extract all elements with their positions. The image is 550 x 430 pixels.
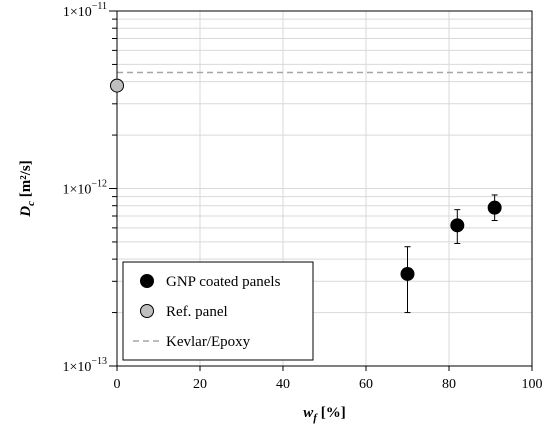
x-tick-label: 100 [522, 377, 543, 392]
y-tick-mantissa: 1×10 [62, 360, 91, 375]
legend-swatch-gnp-coated-panels [140, 274, 154, 288]
y-tick-exponent: −11 [92, 1, 107, 12]
x-axis-title-subscript: f [313, 412, 318, 424]
legend-swatch-ref-panel [140, 304, 154, 318]
ref-panel-point [110, 78, 124, 93]
x-tick-label: 40 [276, 377, 290, 392]
legend-label-gnp-coated-panels: GNP coated panels [166, 274, 281, 290]
y-tick-label: 1×10−11 [63, 1, 107, 20]
legend-label-ref-panel: Ref. panel [166, 304, 228, 320]
y-tick-exponent: −12 [91, 179, 107, 190]
data-points [110, 78, 502, 281]
y-tick-mantissa: 1×10 [62, 183, 91, 198]
x-tick-label: 20 [193, 377, 207, 392]
x-axis-title-variable: w [303, 405, 314, 421]
y-tick-mantissa: 1×10 [63, 5, 92, 20]
x-tick-label: 80 [442, 377, 456, 392]
y-tick-label: 1×10−12 [62, 179, 107, 198]
y-axis-title-variable: D [18, 206, 34, 218]
y-tick-exponent: −13 [91, 356, 107, 367]
y-axis-title-subscript: c [25, 201, 37, 206]
y-tick-label: 1×10−13 [62, 356, 107, 375]
y-axis-title: Dc [m²/s] [18, 160, 37, 217]
x-axis-title: wf [%] [303, 405, 345, 424]
legend-label-kevlar-epoxy: Kevlar/Epoxy [166, 334, 251, 350]
x-tick-label: 0 [114, 377, 121, 392]
x-tick-label: 60 [359, 377, 373, 392]
legend-box [122, 261, 314, 361]
y-axis-title-unit: [m²/s] [18, 160, 34, 201]
error-bars [404, 194, 498, 314]
x-axis-title-unit: [%] [317, 405, 346, 421]
x-axis-ticks: 0 20 40 60 80 100 [114, 366, 543, 392]
gnp-coated-panels-point [400, 266, 415, 281]
legend: GNP coated panels Ref. panel Kevlar/Epoxy [122, 261, 314, 361]
gnp-coated-panels-point [450, 218, 465, 233]
y-axis-ticks: 1×10−111×10−121×10−13 [62, 1, 117, 375]
legend-entries: GNP coated panels Ref. panel Kevlar/Epoxy [133, 274, 281, 350]
gnp-coated-panels-point [487, 200, 502, 215]
